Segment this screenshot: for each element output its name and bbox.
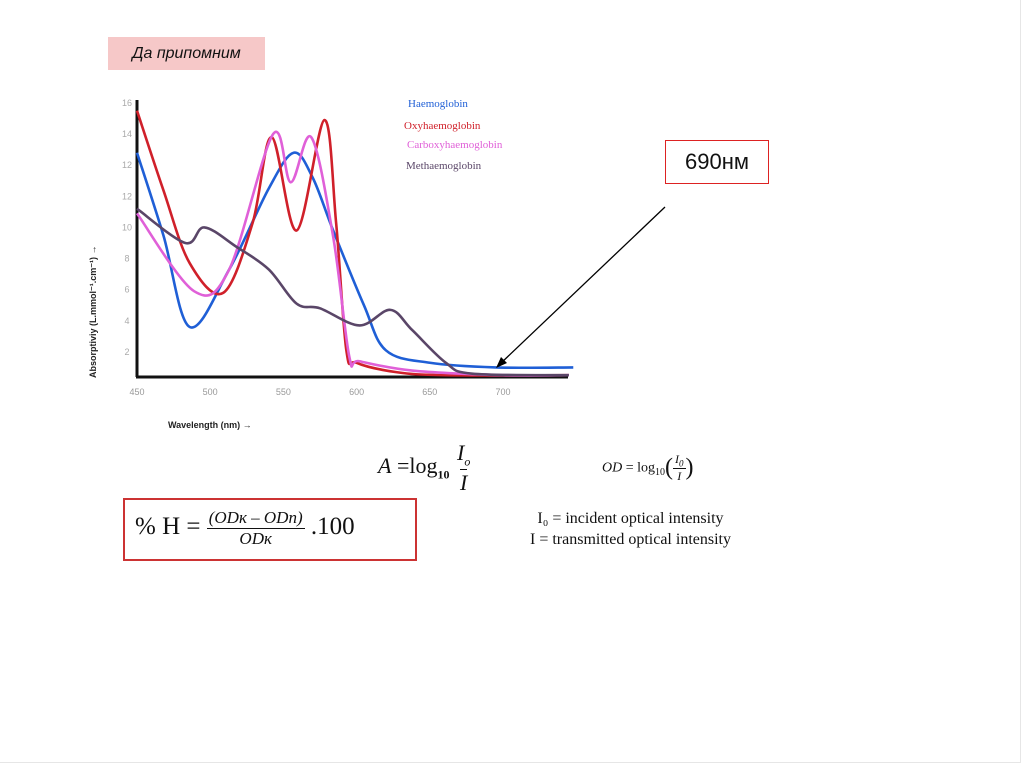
series-line-haemoglobin (135, 151, 574, 370)
y-tick-label: 4 (124, 316, 129, 326)
formula-symbol: log (637, 460, 656, 476)
fraction: (ODк – ODп) ODк (206, 508, 305, 549)
legend-entry: Carboxyhaemoglobin (407, 139, 503, 151)
x-axis-label: Wavelength (nm) → (168, 420, 252, 430)
haemolysis-formula: % H = (ODк – ODп) ODк .100 (135, 508, 355, 549)
y-tick-label: 16 (122, 98, 132, 108)
formula-symbol: A (378, 453, 392, 479)
y-tick-label: 2 (124, 347, 129, 357)
y-tick-label: 12 (122, 160, 132, 170)
fraction: Io I (455, 440, 472, 496)
y-tick-label: 6 (124, 285, 129, 295)
formula-symbol: 0 (679, 458, 684, 469)
y-tick-label: 14 (122, 129, 132, 139)
series-line-oxyhaemoglobin (135, 110, 569, 377)
formula-symbol: o (464, 454, 471, 469)
formula-symbol: I (460, 469, 468, 496)
formula-numerator: (ODк – ODп) (206, 508, 305, 529)
legend-entry: Methaemoglobin (406, 160, 482, 172)
legend-entry: Oxyhaemoglobin (404, 120, 481, 132)
y-tick-label: 8 (124, 254, 129, 264)
formula-symbol: % H = (135, 513, 201, 541)
formula-symbol: I (677, 469, 682, 484)
slide-title: Да припомним (108, 37, 265, 70)
optical-density-formula: OD = log10(I0 I) (602, 452, 694, 484)
fraction: I0 I (673, 452, 686, 484)
absorbance-formula: A =log10 Io I (378, 440, 472, 496)
y-tick-label: 12 (122, 191, 132, 201)
formula-symbol: = (396, 453, 410, 479)
x-tick-label: 450 (129, 387, 144, 397)
haemolysis-formula-box (123, 498, 417, 561)
definition-incident: I₀ = incident optical intensity (537, 510, 724, 527)
x-tick-label: 600 (349, 387, 364, 397)
formula-symbol: I (675, 452, 680, 466)
series-line-methaemoglobin (136, 207, 569, 377)
definitions: I₀ = incident optical intensity I = tran… (530, 508, 731, 550)
x-tick-label: 700 (495, 387, 510, 397)
formula-symbol: OD (602, 460, 623, 476)
definition-transmitted: I = transmitted optical intensity (530, 531, 731, 548)
arrow-head-icon (496, 357, 507, 368)
x-tick-label: 550 (276, 387, 291, 397)
formula-symbol: .100 (310, 513, 355, 541)
formula-symbol: = (625, 460, 634, 476)
callout-arrow (499, 206, 666, 365)
formula-symbol: 10 (655, 467, 666, 479)
legend-entry: Haemoglobin (408, 98, 468, 110)
formula-denominator: ODк (239, 529, 272, 548)
formula-symbol: 10 (437, 467, 450, 482)
series-line-carboxyhaemoglobin (135, 130, 569, 377)
x-tick-label: 500 (203, 387, 218, 397)
y-tick-label: 10 (122, 222, 132, 232)
x-tick-label: 650 (422, 387, 437, 397)
formula-symbol: log (409, 453, 438, 479)
y-axis-label: Absorptiviy (L.mmol⁻¹.cm⁻¹) → (88, 245, 98, 378)
wavelength-callout: 690нм (665, 140, 769, 184)
formula-symbol: I (457, 440, 465, 465)
